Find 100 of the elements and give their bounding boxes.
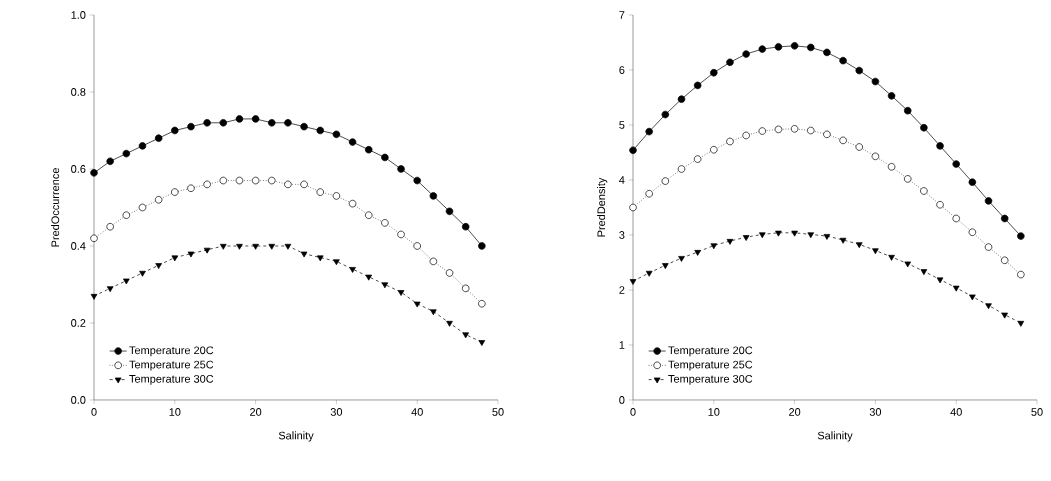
point: [871, 77, 880, 86]
point: [235, 176, 244, 185]
point: [936, 142, 944, 150]
point: [645, 270, 653, 277]
point: [462, 332, 469, 339]
point: [662, 263, 669, 269]
point: [790, 42, 799, 50]
point: [855, 242, 863, 249]
point: [774, 43, 783, 51]
point: [1000, 214, 1009, 223]
point: [171, 188, 179, 196]
x-tick-label: 50: [1031, 408, 1043, 416]
x-tick-label: 20: [789, 408, 801, 416]
point: [903, 175, 912, 183]
point: [413, 242, 421, 250]
point: [855, 66, 863, 75]
point: [871, 152, 880, 161]
point: [887, 163, 896, 171]
point: [397, 165, 405, 173]
point: [171, 126, 179, 135]
point: [774, 125, 783, 134]
point: [952, 214, 960, 223]
point: [694, 249, 701, 256]
point: [807, 232, 815, 239]
point: [904, 261, 912, 268]
point: [333, 259, 340, 266]
point: [300, 251, 308, 258]
point: [381, 219, 389, 227]
point: [251, 115, 260, 123]
point: [429, 192, 438, 200]
y-tick-label: 0.2: [71, 319, 86, 327]
point: [872, 248, 879, 255]
point: [381, 282, 389, 289]
point: [284, 119, 292, 127]
point: [332, 130, 341, 139]
y-tick-label: 1: [619, 341, 625, 349]
x-tick-label: 20: [250, 408, 262, 416]
point: [219, 176, 228, 185]
point: [251, 176, 260, 185]
y-tick-label: 0: [619, 396, 625, 404]
point: [364, 146, 373, 154]
point: [920, 187, 928, 195]
point: [106, 157, 114, 166]
point: [203, 247, 211, 254]
point: [154, 134, 163, 142]
point: [645, 127, 653, 136]
point: [1001, 312, 1008, 319]
y-tick-label: 0.4: [71, 242, 86, 250]
point: [726, 137, 734, 146]
point: [1017, 232, 1025, 240]
point: [252, 243, 259, 250]
legend-label: Temperature 25C: [668, 360, 753, 371]
point: [235, 115, 244, 123]
point: [300, 180, 308, 189]
y-tick-label: 0.6: [71, 165, 86, 173]
point: [139, 270, 146, 277]
x-tick-label: 30: [330, 408, 343, 416]
y-tick-label: 0.8: [71, 88, 86, 96]
point: [710, 243, 718, 250]
point: [397, 230, 405, 239]
point: [316, 126, 324, 135]
point: [268, 243, 276, 250]
point: [284, 243, 292, 250]
point: [645, 190, 653, 198]
y-tick-label: 7: [619, 11, 625, 19]
point: [268, 119, 276, 127]
point: [888, 254, 895, 261]
point: [220, 243, 227, 250]
point: [823, 234, 831, 240]
point: [203, 119, 211, 127]
legend-label: Temperature 30C: [129, 374, 214, 385]
point: [364, 211, 373, 219]
point: [677, 95, 686, 103]
point: [903, 106, 912, 115]
point: [985, 303, 992, 310]
point: [807, 43, 815, 52]
x-tick-label: 0: [630, 408, 636, 416]
point: [629, 203, 637, 212]
point: [855, 143, 863, 151]
point: [710, 69, 718, 77]
y-tick-label: 3: [619, 231, 625, 239]
point: [446, 320, 453, 327]
point: [90, 234, 98, 243]
point: [920, 269, 928, 276]
point: [138, 203, 147, 212]
point: [742, 235, 750, 241]
point: [839, 136, 847, 145]
point: [758, 45, 767, 53]
point: [316, 255, 324, 262]
y-tick-label: 6: [619, 66, 625, 74]
point: [775, 230, 782, 237]
point: [823, 48, 831, 57]
point: [478, 300, 486, 308]
x-tick-label: 10: [169, 408, 181, 416]
point: [187, 122, 195, 131]
point: [122, 211, 131, 219]
point: [823, 130, 831, 139]
point: [461, 284, 470, 293]
y-tick-label: 2: [619, 286, 625, 294]
point: [1017, 270, 1025, 279]
